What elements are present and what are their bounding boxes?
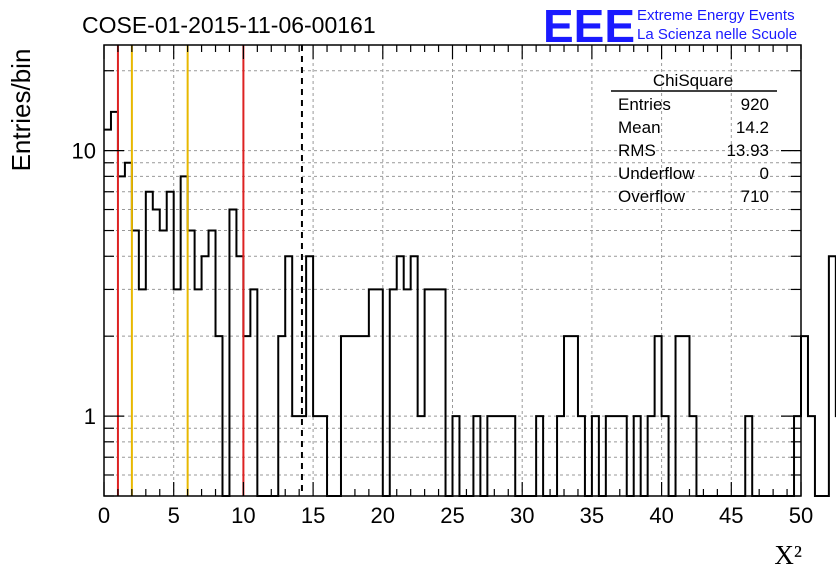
histogram-bin (285, 256, 292, 496)
histogram-bin (167, 192, 174, 496)
histogram-bin (369, 289, 376, 496)
x-tick-label: 15 (301, 503, 325, 528)
stats-row-label: RMS (618, 141, 656, 160)
histogram-bin (188, 231, 195, 496)
histogram-bin (250, 289, 257, 496)
x-tick-label: 20 (371, 503, 395, 528)
eee-logo-letters: EEE (543, 0, 635, 52)
stats-row-label: Mean (618, 118, 661, 137)
y-tick-label: 1 (84, 404, 96, 429)
stats-box: ChiSquare Entries 920 Mean 14.2 RMS 13.93 Unde… (611, 71, 777, 206)
axis-tick-labels: 0 5 10 15 20 25 30 35 40 45 50 1 10 (72, 139, 814, 528)
x-tick-label: 35 (580, 503, 604, 528)
y-tick-label: 10 (72, 139, 96, 164)
reference-lines (116, 45, 303, 496)
histogram-bin (146, 192, 153, 496)
histogram-bin (432, 289, 439, 496)
stats-row-label: Overflow (618, 187, 686, 206)
histogram-bin (174, 289, 181, 496)
x-tick-label: 5 (168, 503, 180, 528)
x-tick-label: 45 (719, 503, 743, 528)
histogram-outline (104, 110, 836, 497)
plot-frame (103, 44, 802, 497)
histogram-bin (411, 256, 418, 496)
histogram-bin (209, 231, 216, 496)
histogram-bin (801, 336, 808, 496)
histogram-bin (153, 210, 160, 496)
histogram-bin (808, 416, 815, 496)
histogram-bin (132, 231, 139, 496)
stats-rows: Entries 920 Mean 14.2 RMS 13.93 Underflow 0 Over… (618, 95, 769, 206)
histogram-bin (139, 289, 146, 496)
histogram-bins (104, 112, 836, 496)
x-axis-label: X² (774, 540, 802, 570)
x-tick-label: 50 (789, 503, 813, 528)
histogram-bin (195, 289, 202, 496)
histogram-bin (376, 289, 383, 496)
histogram-bin (236, 256, 243, 496)
axis-ticks (103, 45, 802, 497)
histogram-bin (397, 256, 404, 496)
histogram-bin (160, 231, 167, 496)
histogram-bin (111, 112, 118, 496)
stats-row-value: 920 (741, 95, 769, 114)
histogram-bin (390, 289, 397, 496)
run-title: COSE-01-2015-11-06-00161 (82, 12, 376, 38)
stats-row-value: 13.93 (726, 141, 769, 160)
histogram-bin (229, 210, 236, 496)
histogram-bin (425, 289, 432, 496)
stats-row-label: Underflow (618, 164, 695, 183)
histogram-bin (404, 289, 411, 496)
eee-logo-line1: Extreme Energy Events (637, 7, 795, 24)
eee-logo: EEE Extreme Energy Events La Scienza nel… (543, 0, 797, 52)
stats-row-label: Entries (618, 95, 671, 114)
stats-title: ChiSquare (653, 71, 733, 90)
histogram-bin (104, 130, 111, 496)
stats-row-value: 710 (741, 187, 769, 206)
x-tick-label: 10 (231, 503, 255, 528)
histogram-bin (829, 256, 836, 496)
eee-logo-line2: La Scienza nelle Scuole (637, 26, 797, 43)
stats-row-value: 14.2 (736, 118, 769, 137)
y-axis-label: Entries/bin (6, 49, 36, 172)
histogram-bin (439, 289, 446, 496)
histogram-bin (125, 163, 132, 496)
x-tick-label: 0 (98, 503, 110, 528)
x-tick-label: 30 (510, 503, 534, 528)
stats-row-value: 0 (760, 164, 769, 183)
x-tick-label: 25 (440, 503, 464, 528)
histogram-bin (306, 256, 313, 496)
histogram-bin (202, 256, 209, 496)
x-tick-label: 40 (649, 503, 673, 528)
